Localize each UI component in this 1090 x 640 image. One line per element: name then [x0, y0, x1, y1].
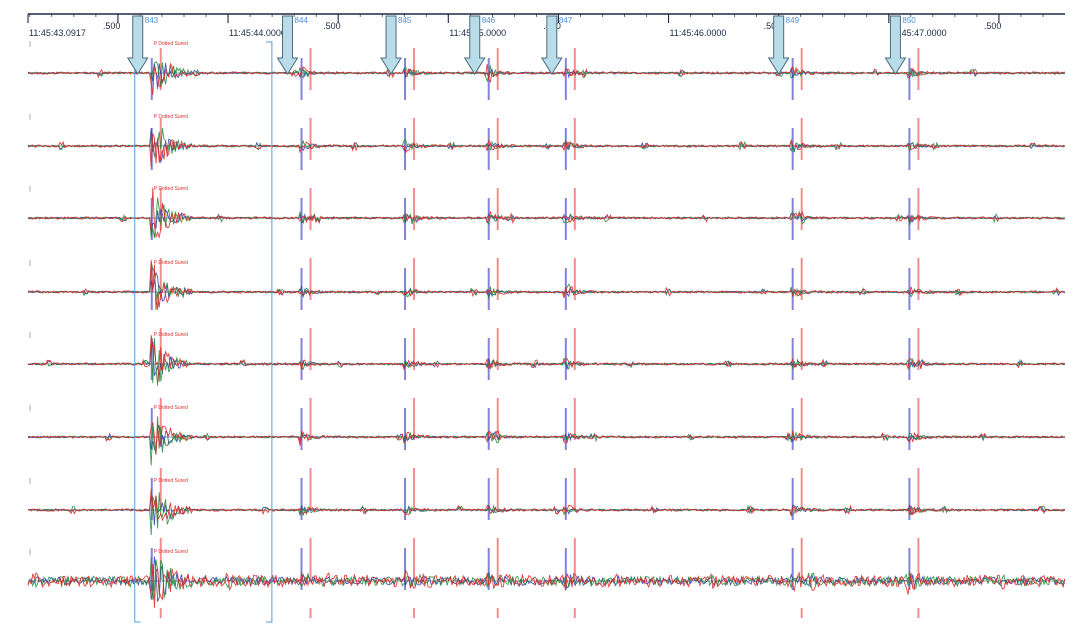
tick-label: 11:45:47.0000	[890, 28, 947, 38]
event-id-label: 843	[145, 16, 159, 25]
pick-annotation: P Dotted Sured	[154, 114, 188, 120]
tick-label: .500	[984, 21, 1002, 31]
event-id-label: 849	[786, 16, 800, 25]
waveform-component	[27, 563, 1066, 608]
event-marker[interactable]: 845	[380, 15, 412, 75]
channel-trace[interactable]: P Dotted Sured	[27, 332, 1066, 386]
event-marker[interactable]: 846	[463, 15, 496, 75]
tick-label: .500	[323, 21, 341, 31]
tick-label: .500	[764, 21, 782, 31]
event-arrow-icon[interactable]	[380, 15, 402, 75]
channel-trace[interactable]: P Dotted Sured	[27, 41, 1065, 95]
event-marker[interactable]: 844	[276, 15, 309, 75]
pick-annotation: P Dotted Sured	[154, 549, 188, 555]
waveform-component	[27, 261, 1066, 310]
selection-right-bracket[interactable]	[265, 41, 273, 623]
event-arrow-icon[interactable]	[884, 15, 907, 75]
event-arrow-icon[interactable]	[540, 15, 563, 75]
pick-annotation: P Dotted Sured	[154, 405, 188, 411]
waveform-component	[27, 133, 1066, 168]
event-arrow-icon[interactable]	[276, 15, 299, 75]
channel-trace[interactable]: P Dotted Sured	[27, 114, 1066, 168]
waveform-component	[27, 197, 1065, 239]
pick-annotation: P Dotted Sured	[154, 332, 188, 338]
event-id-label: 844	[295, 16, 309, 25]
event-markers-layer: 843 844 845 846 847 849 850	[126, 15, 916, 75]
channel-trace[interactable]: P Dotted Sured	[27, 478, 1066, 536]
pick-annotation: P Dotted Sured	[154, 186, 188, 192]
event-arrow-icon[interactable]	[767, 15, 790, 75]
event-id-label: 847	[559, 16, 573, 25]
waveform-component	[27, 62, 1065, 95]
tick-label: .500	[103, 21, 121, 31]
waveform-component	[28, 61, 1065, 87]
tick-label: 11:45:46.0000	[670, 28, 727, 38]
event-arrow-icon[interactable]	[126, 15, 149, 75]
waveform-component	[27, 187, 1065, 239]
waveform-component	[27, 260, 1066, 310]
pick-annotation: P Dotted Sured	[154, 478, 188, 484]
channel-trace[interactable]: P Dotted Sured	[27, 186, 1065, 239]
event-arrow-icon[interactable]	[463, 15, 486, 75]
tick-label: 11:45:43.0917	[29, 28, 86, 38]
event-id-label: 845	[398, 16, 412, 25]
waveform-component	[28, 422, 1066, 454]
waveform-component	[27, 488, 1066, 522]
phase-picks-layer	[150, 40, 920, 618]
pick-annotation: P Dotted Sured	[154, 41, 188, 47]
channel-trace[interactable]: P Dotted Sured	[27, 260, 1066, 310]
selection-left-bracket[interactable]	[134, 41, 141, 623]
event-marker[interactable]: 847	[540, 15, 573, 75]
event-marker[interactable]: 850	[884, 15, 916, 75]
waveform-component	[27, 335, 1065, 382]
pick-annotation: P Dotted Sured	[154, 260, 188, 266]
channel-trace[interactable]: P Dotted Sured	[27, 405, 1066, 466]
waveform-traces-layer: P Dotted Sured P Dotted Sured P Dotted Sur…	[27, 41, 1066, 608]
event-id-label: 846	[482, 16, 496, 25]
channel-trace[interactable]: P Dotted Sured	[27, 549, 1066, 608]
tick-label: 11:45:44.0000	[229, 28, 286, 38]
event-marker[interactable]: 843	[126, 15, 159, 75]
event-marker[interactable]: 849	[767, 15, 800, 75]
waveform-component	[27, 128, 1065, 164]
event-id-label: 850	[902, 16, 916, 25]
